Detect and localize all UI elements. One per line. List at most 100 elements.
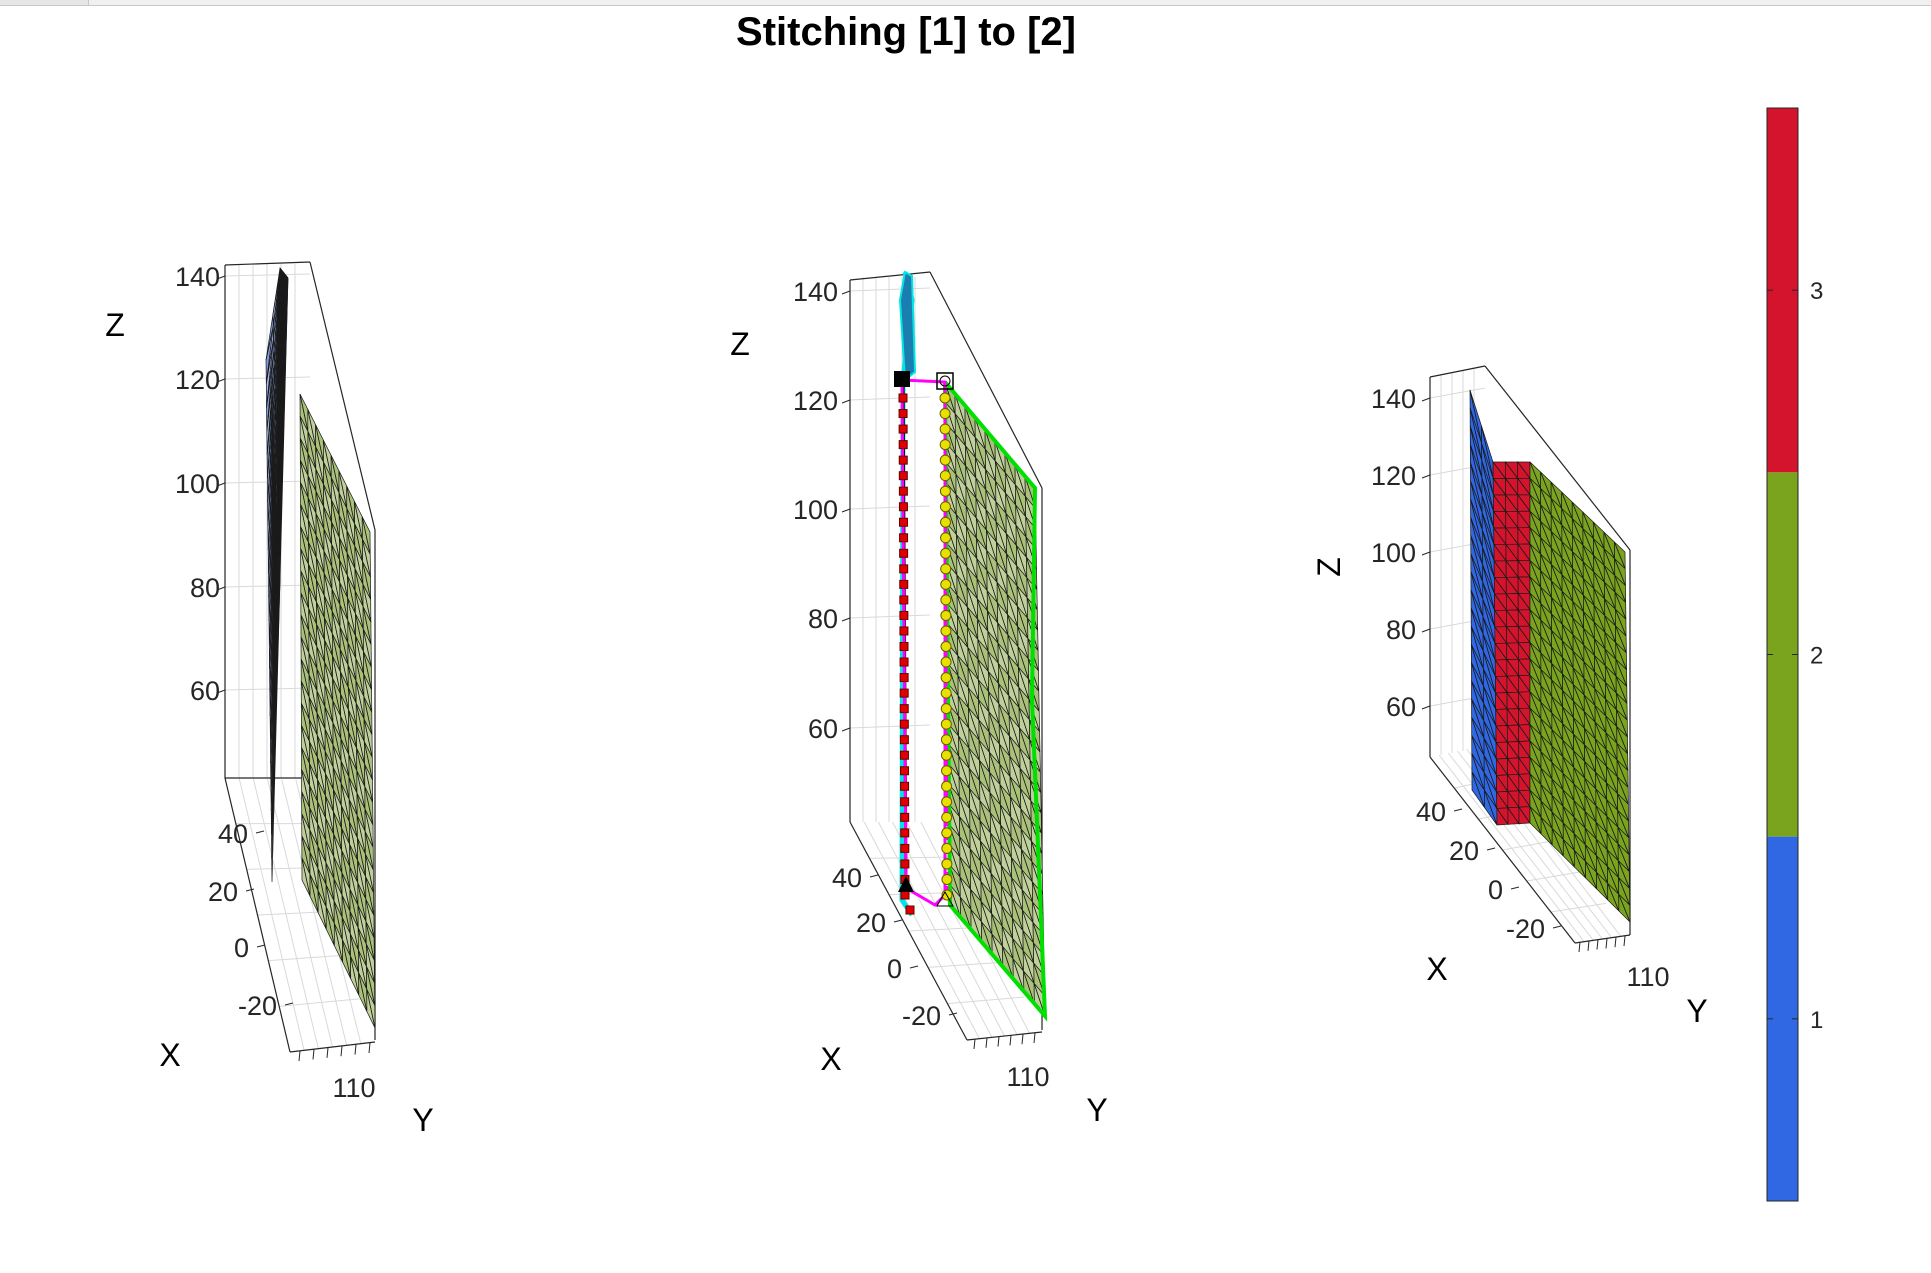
boundary-1-marker bbox=[899, 642, 909, 651]
boundary-1-marker bbox=[899, 548, 909, 558]
y-tick bbox=[1578, 941, 1581, 953]
colorbar-tick-label: 1 bbox=[1810, 1007, 1823, 1034]
x-axis-label: X bbox=[820, 1041, 841, 1077]
figure-title: Stitching [1] to [2] bbox=[736, 10, 1076, 54]
boundary-1-marker bbox=[900, 859, 910, 869]
boundary-2-marker bbox=[940, 563, 952, 575]
end-triangle-marker bbox=[898, 876, 914, 892]
boundary-1-marker bbox=[899, 719, 909, 729]
surface-2-triangle bbox=[309, 874, 319, 914]
z-tick-label: 60 bbox=[190, 676, 220, 706]
surface-2-triangle bbox=[317, 890, 327, 930]
y-tick bbox=[368, 1042, 371, 1054]
surface-2-triangle bbox=[301, 857, 311, 897]
z-tick bbox=[841, 617, 851, 622]
toolbar-tab[interactable] bbox=[0, 0, 89, 5]
surface-2-triangle bbox=[1573, 850, 1586, 879]
y-tick bbox=[1623, 935, 1626, 947]
y-axis-label: Y bbox=[1086, 1092, 1107, 1128]
z-tick-label: 80 bbox=[1386, 615, 1416, 645]
floor-gridline bbox=[1502, 839, 1558, 851]
z-tick bbox=[1421, 628, 1431, 633]
axes-left[interactable]: 140 120 100 80 60 40 20 0 -20 110 X Y Z bbox=[105, 261, 434, 1138]
z-tick-label: 100 bbox=[793, 495, 838, 525]
surface-1 bbox=[266, 338, 274, 432]
z-tick-label: 80 bbox=[808, 604, 838, 634]
box-top-edge bbox=[849, 271, 931, 281]
boundary-1-marker bbox=[900, 890, 910, 900]
axes-middle[interactable]: 140 120 100 80 60 40 200-20 110 X Y Z bbox=[730, 270, 1108, 1128]
boundary-1-marker bbox=[905, 905, 915, 915]
boundary-1-marker bbox=[899, 673, 909, 683]
boundary-2-marker bbox=[941, 811, 953, 823]
z-tick bbox=[841, 290, 851, 295]
y-tick bbox=[1009, 1035, 1012, 1046]
x-tick-label: 0 bbox=[234, 933, 249, 963]
x-tick-label: 40 bbox=[832, 863, 862, 893]
z-tick-label: 60 bbox=[1386, 692, 1416, 722]
boundary-2-marker bbox=[940, 672, 952, 684]
boundary-1-marker bbox=[900, 812, 910, 822]
x-tick-label: 0 bbox=[887, 954, 902, 984]
x-tick-label: 40 bbox=[218, 819, 248, 849]
y-tick bbox=[985, 1037, 988, 1048]
start-circle-marker bbox=[939, 375, 951, 387]
boundary-1-marker bbox=[898, 471, 908, 481]
boundary-2-marker bbox=[940, 594, 952, 606]
z-tick bbox=[841, 508, 851, 513]
x-tick bbox=[909, 965, 919, 969]
boundary-1-marker bbox=[898, 393, 908, 403]
surface-2-triangle bbox=[333, 923, 343, 963]
window-toolbar-strip bbox=[0, 0, 1931, 6]
colorbar[interactable]: 3 2 1 bbox=[1766, 107, 1823, 1202]
z-tick-label: 120 bbox=[175, 365, 220, 395]
boundary-1-marker bbox=[899, 533, 909, 543]
box-top-edge bbox=[1484, 365, 1631, 551]
y-tick bbox=[1021, 1034, 1024, 1045]
z-tick-label: 60 bbox=[808, 714, 838, 744]
y-tick bbox=[354, 1044, 357, 1055]
boundary-2-marker bbox=[940, 625, 952, 637]
boundary-1-marker bbox=[900, 781, 910, 791]
x-tick-label: -20 bbox=[902, 1001, 941, 1031]
boundary-2-marker bbox=[940, 532, 952, 544]
boundary-2-marker bbox=[940, 656, 952, 668]
surface-2-triangle bbox=[366, 989, 376, 1029]
x-tick bbox=[255, 830, 265, 834]
surface-2-triangle bbox=[1529, 806, 1542, 835]
x-tick-label: 20 bbox=[1449, 836, 1479, 866]
z-tick bbox=[1421, 474, 1431, 479]
z-tick-label: 100 bbox=[175, 469, 220, 499]
boundary-1-marker bbox=[899, 610, 909, 620]
surface-3-triangle bbox=[1496, 807, 1509, 826]
boundary-2-marker bbox=[941, 780, 953, 792]
surface-2-triangle bbox=[1618, 894, 1631, 923]
boundary-2-marker bbox=[940, 578, 952, 590]
surface-2-triangle bbox=[1585, 861, 1598, 890]
z-axis-label: Z bbox=[1311, 557, 1347, 577]
surface-1 bbox=[266, 326, 274, 408]
box-top-edge bbox=[929, 271, 1043, 489]
boundary-2-marker bbox=[939, 485, 951, 497]
surface-2-triangle bbox=[1551, 828, 1564, 857]
boundary-1-marker bbox=[899, 688, 909, 698]
y-axis-label: Y bbox=[1686, 993, 1707, 1029]
boundary-2-marker bbox=[940, 641, 952, 652]
boundary-1-marker bbox=[899, 657, 909, 667]
z-tick-label: 140 bbox=[793, 277, 838, 307]
x-tick bbox=[893, 919, 903, 923]
boundary-1-marker bbox=[899, 704, 909, 714]
x-tick bbox=[869, 874, 879, 878]
boundary-1-marker bbox=[899, 517, 908, 527]
z-tick-label: 100 bbox=[1371, 538, 1416, 568]
boundary-2-marker bbox=[940, 609, 952, 621]
z-tick-label: 120 bbox=[1371, 461, 1416, 491]
floor-gridline bbox=[869, 856, 953, 859]
y-tick bbox=[973, 1038, 976, 1050]
floor-gridline bbox=[279, 997, 365, 1007]
boundary-2-marker bbox=[940, 516, 951, 528]
boundary-1-marker bbox=[900, 828, 910, 838]
box-top-edge bbox=[1429, 365, 1486, 378]
